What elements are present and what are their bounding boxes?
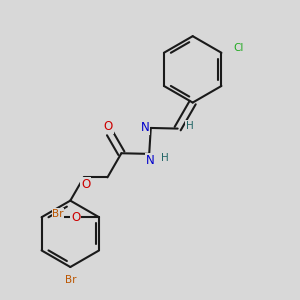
Text: Cl: Cl bbox=[234, 43, 244, 53]
Text: Br: Br bbox=[65, 275, 77, 285]
Text: N: N bbox=[141, 121, 149, 134]
Text: N: N bbox=[146, 154, 154, 167]
Text: O: O bbox=[71, 211, 80, 224]
Text: Br: Br bbox=[52, 209, 64, 219]
Text: H: H bbox=[160, 153, 168, 163]
Text: O: O bbox=[81, 178, 90, 191]
Text: O: O bbox=[104, 120, 113, 133]
Text: H: H bbox=[186, 121, 194, 131]
